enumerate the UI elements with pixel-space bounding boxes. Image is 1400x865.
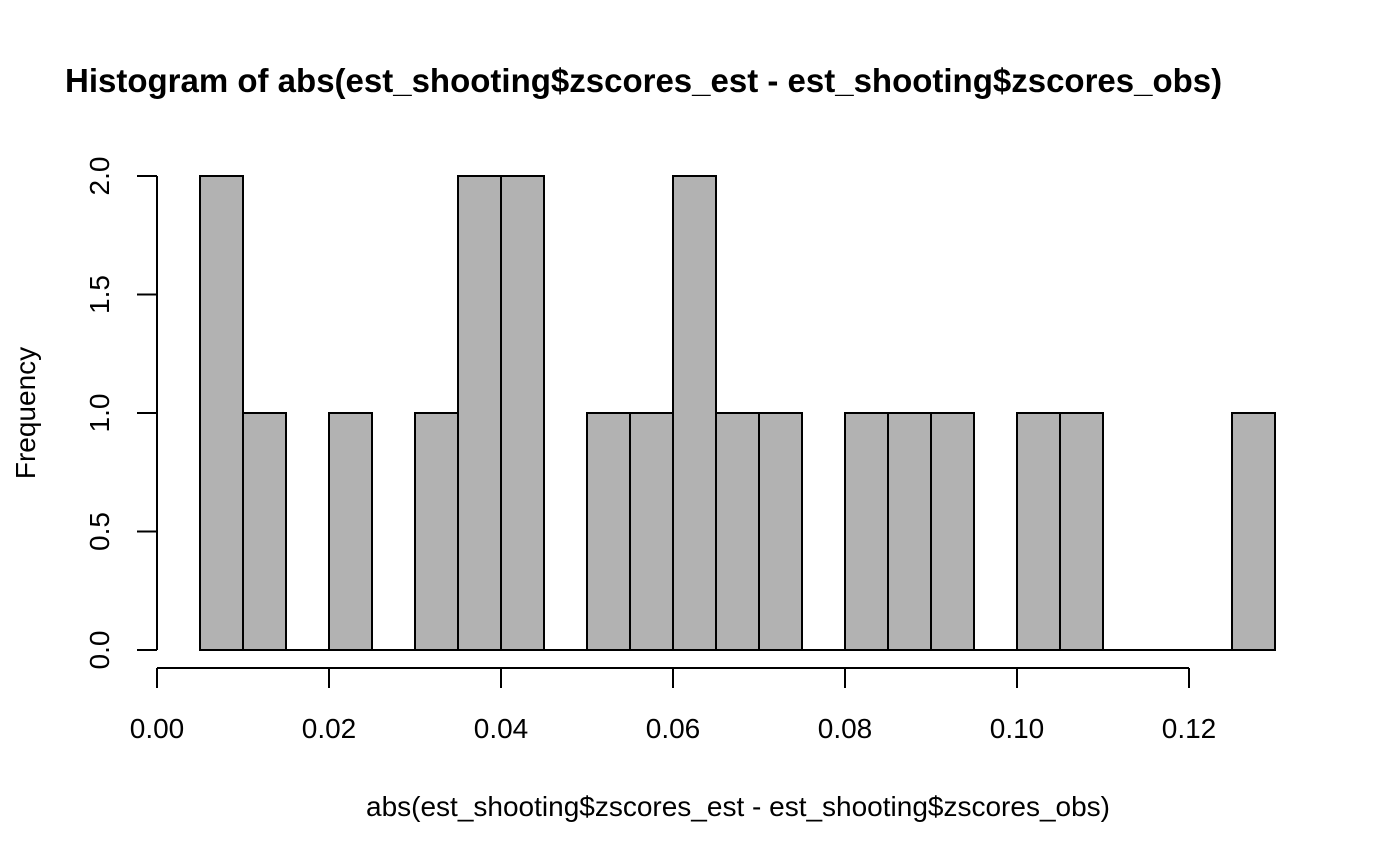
histogram-bar: [930, 412, 975, 651]
histogram-bar: [1059, 412, 1104, 651]
histogram-bar: [758, 412, 803, 651]
y-axis: 0.0 0.5 1.0 1.5 2.0: [84, 157, 158, 670]
histogram-bar: [328, 412, 373, 651]
histogram-bar: [844, 412, 889, 651]
histogram-bar: [242, 412, 287, 651]
histogram-bar: [887, 412, 932, 651]
histogram-bar: [1016, 412, 1061, 651]
x-axis: 0.00 0.02 0.04 0.06 0.08 0.10 0.12: [130, 667, 1217, 744]
histogram-bar: [629, 412, 674, 651]
x-tick-label: 0.02: [302, 713, 357, 744]
y-tick-label: 1.5: [84, 275, 115, 314]
histogram-bar: [586, 412, 631, 651]
x-tick-label: 0.12: [1162, 713, 1217, 744]
y-tick-label: 0.0: [84, 631, 115, 670]
histogram-bar: [715, 412, 760, 651]
chart-title: Histogram of abs(est_shooting$zscores_es…: [65, 62, 1222, 99]
x-tick-label: 0.08: [818, 713, 873, 744]
y-tick-label: 2.0: [84, 157, 115, 196]
y-tick-label: 1.0: [84, 394, 115, 433]
histogram-bar: [199, 175, 244, 651]
x-tick-label: 0.00: [130, 713, 185, 744]
histogram-bar: [500, 175, 545, 651]
x-tick-label: 0.06: [646, 713, 701, 744]
histogram-bar: [672, 175, 717, 651]
x-tick-label: 0.04: [474, 713, 529, 744]
histogram-bar: [1231, 412, 1276, 651]
bars-group: [199, 175, 1276, 651]
x-axis-label: abs(est_shooting$zscores_est - est_shoot…: [366, 791, 1110, 822]
histogram-bar: [414, 412, 459, 651]
x-tick-label: 0.10: [990, 713, 1045, 744]
histogram-bar: [457, 175, 502, 651]
y-tick-label: 0.5: [84, 512, 115, 551]
y-axis-label: Frequency: [10, 347, 41, 479]
